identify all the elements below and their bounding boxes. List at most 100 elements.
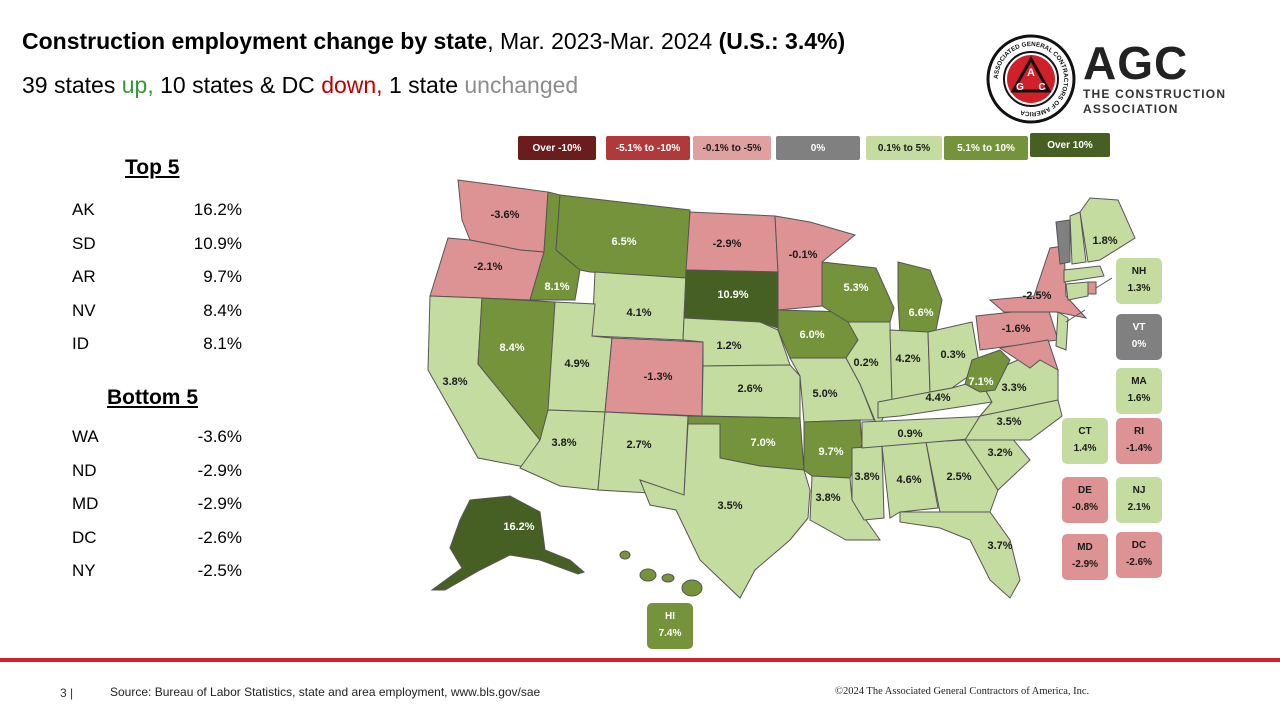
map-label-ga: 2.5% <box>946 471 971 483</box>
map-label-va: 3.3% <box>1001 382 1026 394</box>
map-label-sd: 10.9% <box>717 289 748 301</box>
bottom5-state: MD <box>72 494 99 513</box>
agc-tagline-1: THE CONSTRUCTION <box>1083 87 1227 101</box>
bottom5-value: -2.9% <box>197 494 242 513</box>
inset-nj: NJ 2.1% <box>1116 477 1162 523</box>
inset-hi-abbr: HI <box>665 611 675 622</box>
state-md <box>998 339 1059 372</box>
top5-value: 16.2% <box>193 200 242 219</box>
leader-ri <box>1095 277 1113 289</box>
bottom5-state: DC <box>72 527 97 547</box>
top5-value: 8.1% <box>203 334 242 353</box>
map-label-mo: 5.0% <box>812 388 837 400</box>
map-label-ny: -2.5% <box>1023 290 1052 302</box>
map-label-ia: 6.0% <box>799 329 824 341</box>
copyright-note: ©2024 The Associated General Contractors… <box>835 686 1090 697</box>
map-label-co: -1.3% <box>644 371 673 383</box>
inset-dc: DC -2.6% <box>1116 532 1162 578</box>
state-vt <box>1055 219 1071 265</box>
agc-tagline: THE CONSTRUCTION ASSOCIATION <box>1083 87 1233 117</box>
legend-item: 5.1% to 10% <box>944 136 1028 160</box>
state-wv <box>964 349 1011 393</box>
inset-ct: CT 1.4% <box>1062 418 1108 464</box>
inset-nh-value: 1.3% <box>1127 283 1151 294</box>
us-map: -3.6% -2.1% 8.1% 6.5% -2.9% -0.1% 5.3% 6.6% 8.4%… <box>427 179 1136 599</box>
legend-item: 0% <box>776 136 860 160</box>
up-word: up, <box>121 72 154 98</box>
state-mt <box>555 194 691 279</box>
unchanged-count: 1 state <box>382 72 465 98</box>
state-sd <box>683 269 779 329</box>
map-label-me: 1.8% <box>1092 235 1117 247</box>
top5-state: NV <box>72 300 96 320</box>
map-label-wy: 4.1% <box>626 307 651 319</box>
inset-ma-abbr: MA <box>1131 376 1147 387</box>
map-label-az: 3.8% <box>551 437 576 449</box>
inset-dc-abbr: DC <box>1131 540 1147 551</box>
inset-vt: VT 0% <box>1116 314 1162 360</box>
map-label-or: -2.1% <box>474 261 503 273</box>
map-label-ca: 3.8% <box>442 376 467 388</box>
state-ma <box>1063 265 1105 283</box>
inset-ri: RI -1.4% <box>1116 418 1162 464</box>
down-word: down, <box>321 72 383 98</box>
inset-de-abbr: DE <box>1078 485 1092 496</box>
agc-seal-logo: ASSOCIATED GENERAL CONTRACTORS OF AMERIC… <box>986 34 1076 124</box>
inset-ma-value: 1.6% <box>1127 393 1151 404</box>
map-label-sc: 3.2% <box>987 447 1012 459</box>
title-us-value: (U.S.: 3.4%) <box>718 28 846 54</box>
map-label-ut: 4.9% <box>564 358 589 370</box>
legend-item: Over -10% <box>518 136 596 160</box>
bottom5-heading: Bottom 5 <box>107 386 198 409</box>
inset-md: MD -2.9% <box>1062 534 1108 580</box>
top5-state: SD <box>72 233 96 253</box>
state-wy <box>591 271 687 341</box>
bottom5-state: WA <box>72 427 99 446</box>
inset-nh: NH 1.3% <box>1116 258 1162 304</box>
bottom5-state: ND <box>72 460 97 480</box>
map-label-nm: 2.7% <box>626 439 651 451</box>
title-period: , Mar. 2023-Mar. 2024 <box>487 28 719 54</box>
state-hi-island-3 <box>681 579 703 597</box>
inset-nh-abbr: NH <box>1131 266 1147 277</box>
inset-de: DE -0.8% <box>1062 477 1108 523</box>
map-label-nv: 8.4% <box>499 342 524 354</box>
map-label-nd: -2.9% <box>713 238 742 250</box>
map-label-wv: 7.1% <box>968 376 993 388</box>
slide-subtitle: 39 states up, 10 states & DC down, 1 sta… <box>22 72 578 99</box>
bottom5-value: -2.9% <box>197 460 242 480</box>
top5-value: 9.7% <box>203 267 242 286</box>
inset-md-abbr: MD <box>1077 542 1093 553</box>
map-label-mi: 6.6% <box>908 307 933 319</box>
top5-state: ID <box>72 334 89 353</box>
top5-value: 10.9% <box>193 233 242 253</box>
state-tx <box>639 423 811 599</box>
svg-text:G: G <box>1016 82 1024 93</box>
inset-hi: HI 7.4% <box>647 603 693 649</box>
up-count: 39 states <box>22 72 122 98</box>
svg-text:C: C <box>1038 82 1045 93</box>
bottom5-state: NY <box>72 561 96 580</box>
map-label-ar: 9.7% <box>818 446 843 458</box>
agc-wordmark: AGC <box>1083 37 1189 89</box>
inset-nj-abbr: NJ <box>1132 485 1146 496</box>
map-label-al: 4.6% <box>896 474 921 486</box>
inset-de-value: -0.8% <box>1071 502 1099 513</box>
top5-state: AK <box>72 200 95 219</box>
inset-ma: MA 1.6% <box>1116 368 1162 414</box>
map-label-tn: 0.9% <box>897 428 922 440</box>
bottom5-value: -2.5% <box>197 561 242 580</box>
title-bold: Construction employment change by state <box>22 28 488 54</box>
state-ks <box>701 364 801 419</box>
map-label-mt: 6.5% <box>611 236 636 248</box>
map-label-mn: -0.1% <box>789 249 818 261</box>
legend-item: Over 10% <box>1030 133 1110 157</box>
map-label-la: 3.8% <box>815 492 840 504</box>
map-label-wa: -3.6% <box>491 209 520 221</box>
state-nh <box>1069 211 1087 265</box>
inset-hi-value: 7.4% <box>658 628 682 639</box>
state-mi <box>897 261 943 336</box>
map-label-ak: 16.2% <box>503 521 534 533</box>
state-hi-island-4 <box>619 550 631 560</box>
state-hi-island-2 <box>661 573 675 583</box>
